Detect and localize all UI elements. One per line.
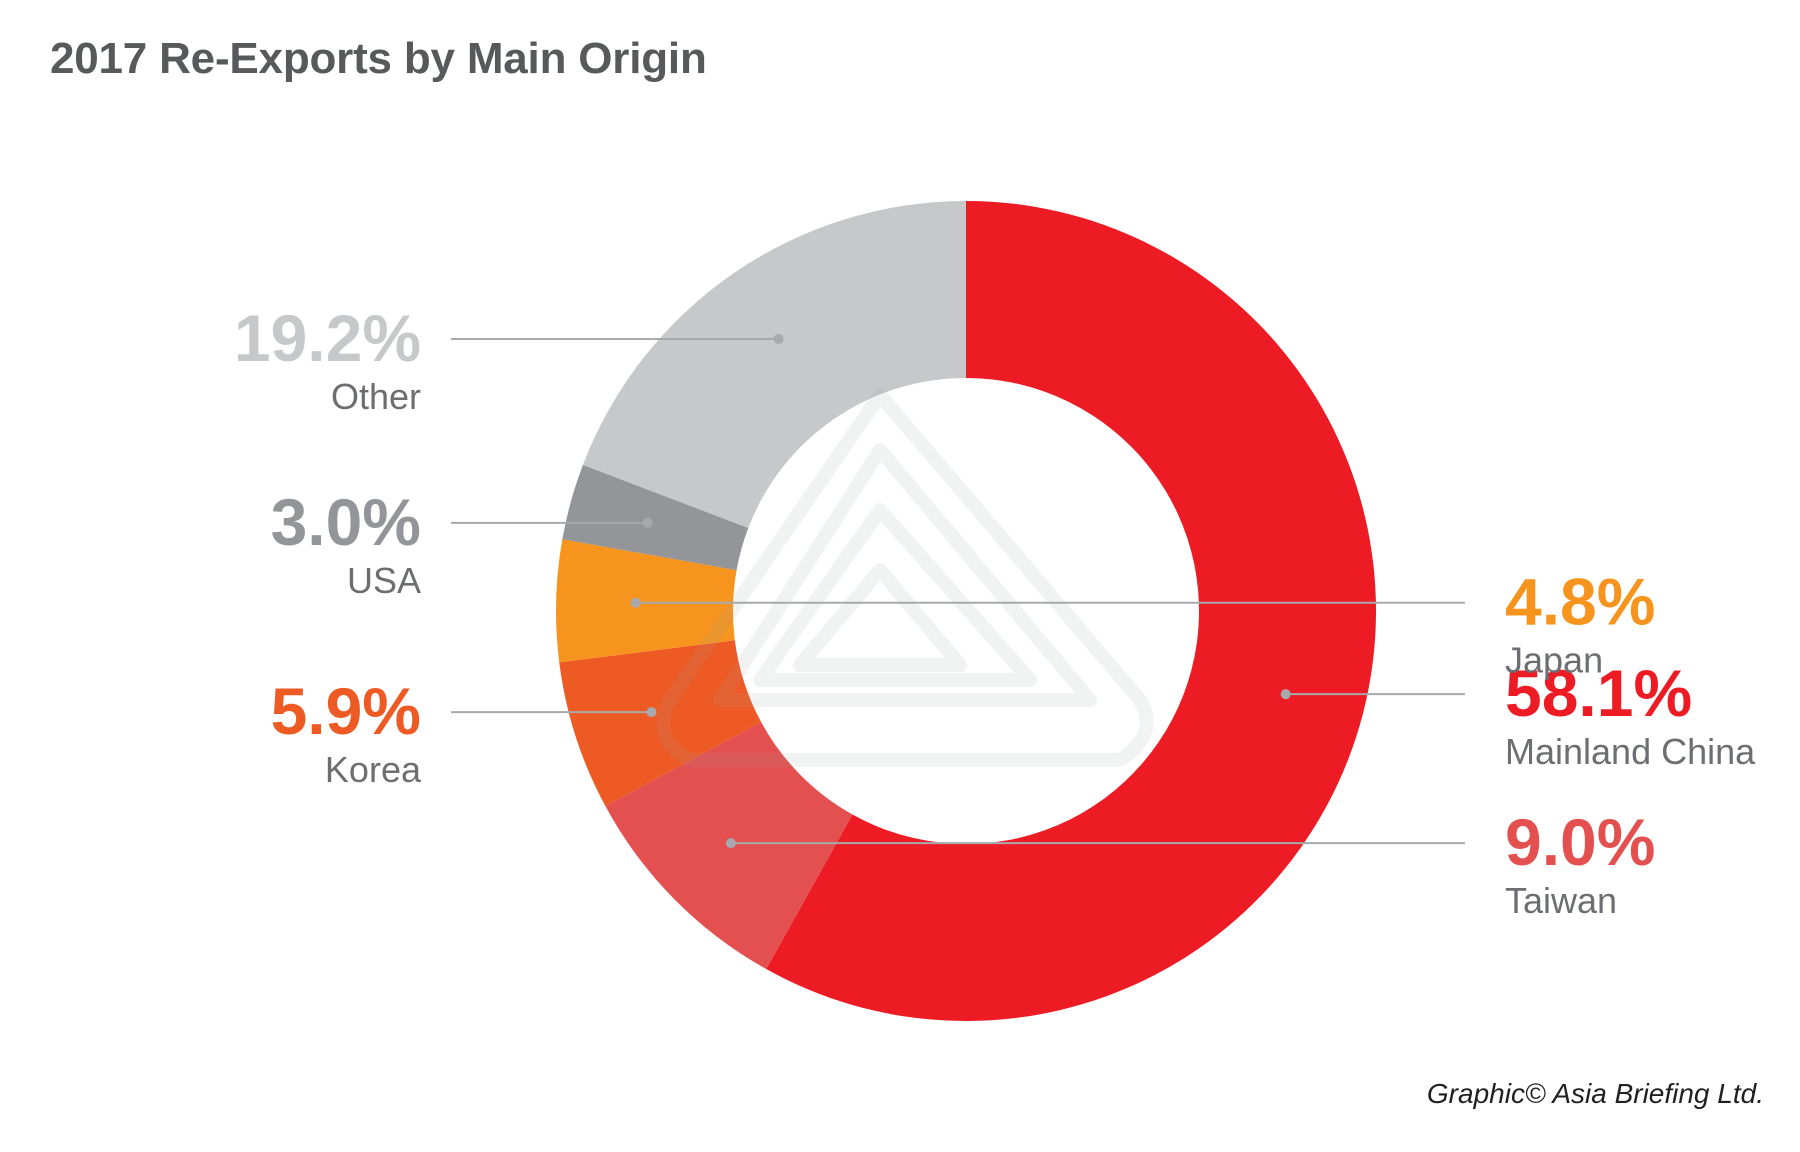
category-label-japan: Japan: [1505, 640, 1603, 681]
watermark-logo: [656, 388, 1154, 767]
category-label-other: Other: [331, 376, 421, 417]
slice-usa: [562, 464, 749, 571]
slice-mainland-china: [766, 201, 1377, 1021]
labels-group: 58.1%Mainland China 9.0%Taiwan 5.9%Korea 4.…: [234, 301, 1756, 921]
chart-title: 2017 Re-Exports by Main Origin: [50, 34, 707, 83]
watermark-stroke: [753, 503, 1037, 687]
value-label-korea: 5.9%: [271, 674, 421, 748]
slices-group: [556, 201, 1377, 1021]
leader-dot-korea: [646, 707, 657, 718]
leader-lines-group: [451, 333, 1465, 849]
slice-other: [582, 201, 966, 528]
category-label-usa: USA: [347, 560, 421, 601]
leader-dot-taiwan: [725, 838, 736, 849]
leader-dot-usa: [642, 517, 653, 528]
watermark-stroke: [793, 563, 967, 672]
value-label-other: 19.2%: [234, 301, 421, 375]
category-label-taiwan: Taiwan: [1505, 880, 1617, 921]
leader-dot-other: [773, 333, 784, 344]
category-label-mainland-china: Mainland China: [1505, 731, 1756, 772]
value-label-japan: 4.8%: [1505, 565, 1655, 639]
leader-dot-mainland-china: [1280, 689, 1291, 700]
slice-korea: [559, 640, 762, 807]
category-label-korea: Korea: [325, 749, 422, 790]
leader-dot-japan: [630, 597, 641, 608]
value-label-usa: 3.0%: [271, 485, 421, 559]
value-label-mainland-china: 58.1%: [1505, 656, 1692, 730]
slice-japan: [556, 539, 737, 663]
watermark-stroke: [656, 388, 1154, 767]
watermark-stroke: [713, 443, 1097, 707]
value-label-taiwan: 9.0%: [1505, 805, 1655, 879]
credit-text: Graphic© Asia Briefing Ltd.: [1426, 1078, 1764, 1109]
